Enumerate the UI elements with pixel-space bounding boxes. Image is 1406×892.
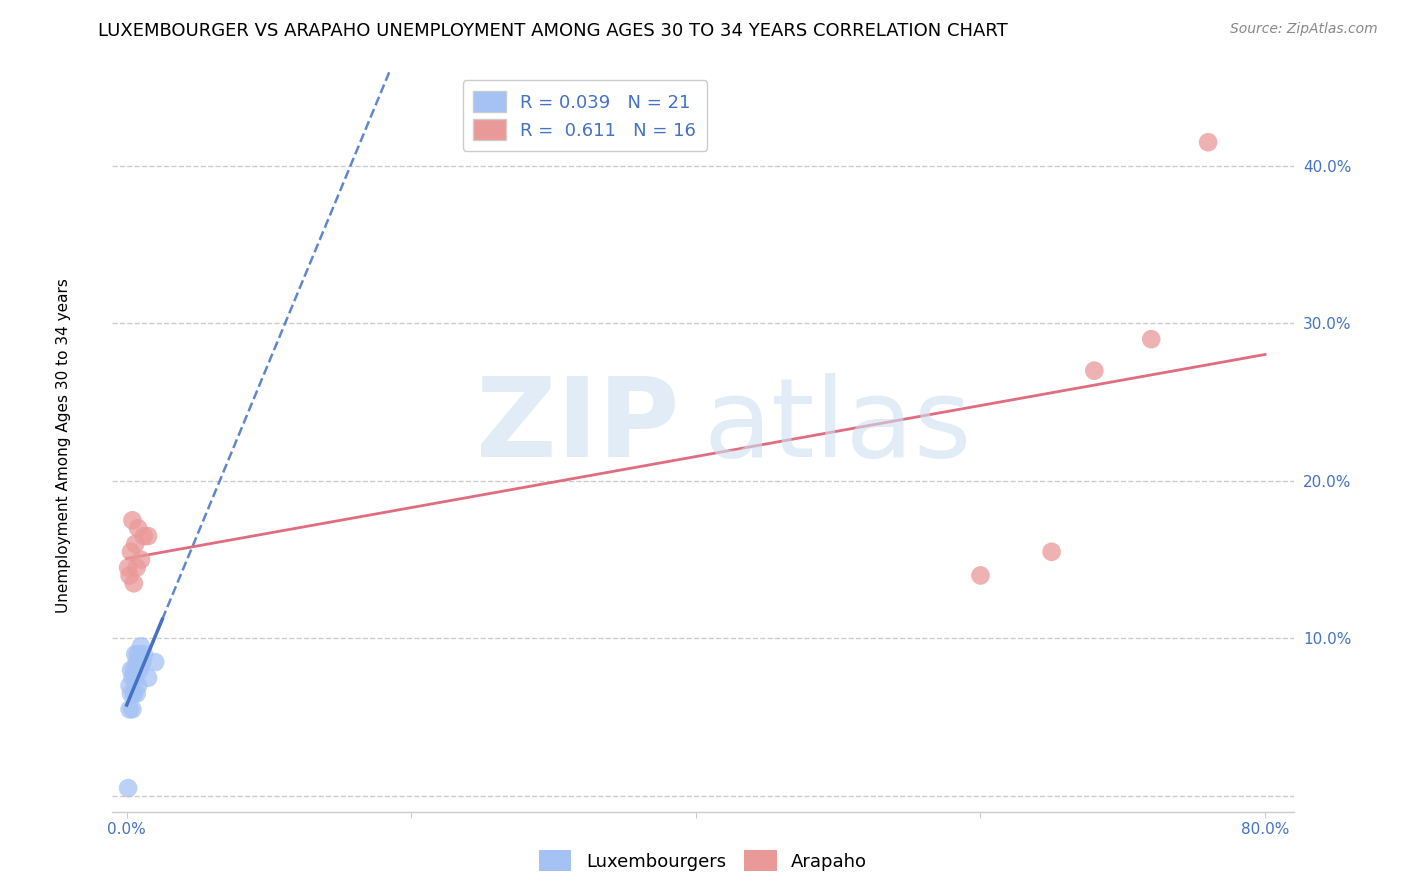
Point	[125, 655, 148, 669]
Point	[117, 560, 139, 574]
Point	[128, 663, 150, 677]
Point	[969, 568, 991, 582]
Point	[1197, 135, 1219, 149]
Text: LUXEMBOURGER VS ARAPAHO UNEMPLOYMENT AMONG AGES 30 TO 34 YEARS CORRELATION CHART: LUXEMBOURGER VS ARAPAHO UNEMPLOYMENT AMO…	[98, 22, 1008, 40]
Point	[131, 655, 153, 669]
Point	[118, 568, 141, 582]
Point	[1040, 545, 1063, 559]
Text: atlas: atlas	[703, 373, 972, 480]
Point	[122, 687, 145, 701]
Point	[127, 521, 149, 535]
Point	[1083, 364, 1105, 378]
Point	[129, 640, 152, 654]
Point	[124, 537, 146, 551]
Point	[127, 679, 149, 693]
Point	[121, 671, 143, 685]
Legend: R = 0.039   N = 21, R =  0.611   N = 16: R = 0.039 N = 21, R = 0.611 N = 16	[463, 80, 707, 151]
Point	[122, 576, 145, 591]
Point	[124, 647, 146, 661]
Point	[121, 702, 143, 716]
Point	[125, 560, 148, 574]
Text: Unemployment Among Ages 30 to 34 years: Unemployment Among Ages 30 to 34 years	[56, 278, 70, 614]
Point	[132, 529, 155, 543]
Point	[143, 655, 166, 669]
Text: Source: ZipAtlas.com: Source: ZipAtlas.com	[1230, 22, 1378, 37]
Point	[121, 513, 143, 527]
Point	[120, 663, 142, 677]
Legend: Luxembourgers, Arapaho: Luxembourgers, Arapaho	[531, 843, 875, 879]
Point	[1140, 332, 1163, 346]
Point	[125, 687, 148, 701]
Point	[127, 647, 149, 661]
Point	[117, 781, 139, 796]
Point	[124, 671, 146, 685]
Point	[136, 529, 159, 543]
Point	[132, 647, 155, 661]
Point	[136, 671, 159, 685]
Point	[118, 679, 141, 693]
Point	[129, 552, 152, 566]
Point	[118, 702, 141, 716]
Point	[122, 663, 145, 677]
Text: ZIP: ZIP	[477, 373, 679, 480]
Point	[120, 687, 142, 701]
Point	[120, 545, 142, 559]
